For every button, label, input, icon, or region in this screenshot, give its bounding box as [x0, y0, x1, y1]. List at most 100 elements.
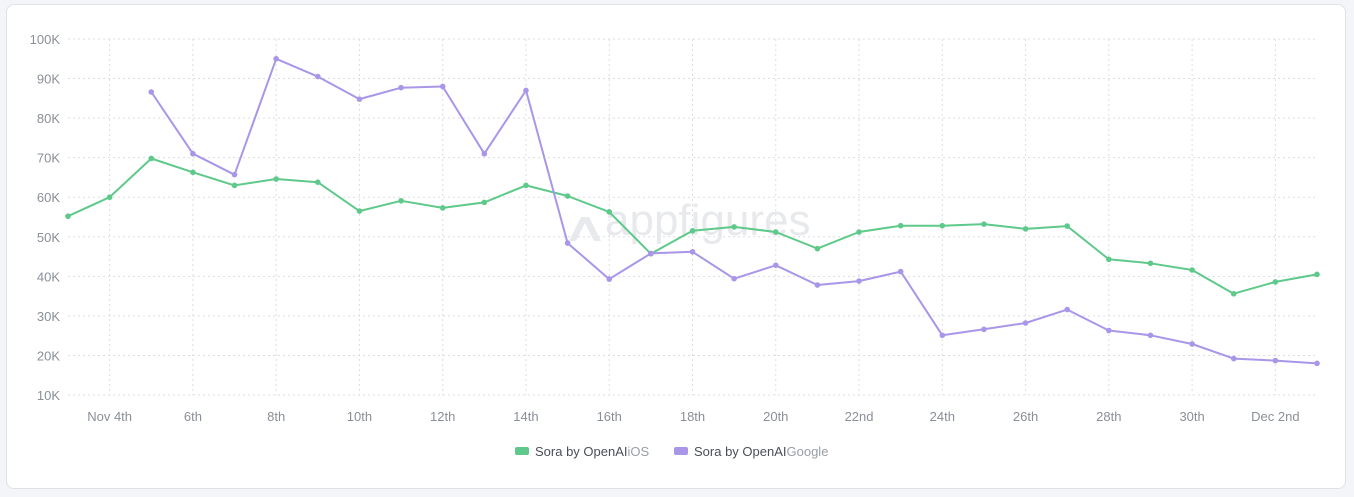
x-tick-label: 24th — [930, 409, 955, 424]
data-point-google — [273, 55, 279, 62]
data-point-ios — [273, 176, 279, 182]
y-tick-label: 100K — [30, 32, 61, 47]
y-tick-label: 90K — [37, 72, 60, 87]
legend-item-google[interactable]: Sora by OpenAIGoogle — [674, 444, 828, 459]
data-point-ios — [65, 213, 71, 220]
x-tick-label: 30th — [1179, 409, 1204, 424]
data-point-google — [1064, 306, 1070, 313]
data-point-google — [981, 326, 987, 333]
data-point-ios — [1022, 226, 1029, 232]
series-google — [148, 55, 1320, 367]
x-tick-label: 8th — [267, 409, 285, 424]
data-point-ios — [856, 229, 862, 235]
data-point-ios — [1230, 290, 1237, 297]
data-point-google — [1147, 332, 1154, 339]
data-point-google — [731, 275, 737, 282]
data-point-ios — [1189, 267, 1195, 273]
data-point-google — [689, 249, 696, 255]
data-point-google — [356, 96, 363, 102]
data-point-google — [1189, 341, 1195, 347]
x-tick-label: 22nd — [845, 409, 874, 424]
data-point-ios — [897, 222, 904, 229]
data-point-ios — [1147, 260, 1154, 267]
data-point-google — [439, 83, 446, 90]
data-point-google — [897, 268, 904, 275]
y-tick-label: 70K — [37, 151, 60, 166]
legend-swatch-ios — [515, 447, 529, 455]
data-point-ios — [939, 222, 946, 229]
legend-swatch-google — [674, 447, 688, 455]
series-ios — [65, 155, 1320, 297]
x-tick-label: Nov 4th — [87, 409, 132, 424]
legend-label-google: Sora by OpenAIGoogle — [694, 444, 828, 459]
data-point-google — [148, 89, 155, 95]
data-point-google — [564, 240, 571, 246]
data-point-ios — [981, 221, 987, 227]
legend-item-ios[interactable]: Sora by OpenAIiOS — [515, 444, 650, 459]
data-point-ios — [564, 193, 571, 199]
data-point-google — [1314, 360, 1320, 367]
data-point-ios — [190, 169, 196, 176]
y-tick-label: 30K — [37, 309, 60, 324]
data-point-google — [772, 262, 779, 269]
data-point-ios — [106, 194, 113, 201]
legend: Sora by OpenAIiOS Sora by OpenAIGoogle — [515, 444, 828, 459]
y-tick-label: 50K — [37, 230, 60, 245]
series-layer — [65, 55, 1320, 367]
data-point-google — [856, 278, 862, 284]
chart-card: appfigures 10K 20K 30K 40K 50K 60K 70K 80K 90K 10… — [6, 4, 1346, 489]
data-point-google — [481, 150, 488, 157]
x-tick-label: 14th — [513, 409, 538, 424]
data-point-google — [1106, 327, 1112, 334]
x-tick-label: 6th — [184, 409, 202, 424]
data-point-ios — [523, 182, 529, 189]
x-tick-label: 28th — [1096, 409, 1121, 424]
data-point-google — [1272, 357, 1279, 364]
data-point-google — [398, 84, 404, 91]
data-point-ios — [606, 209, 613, 215]
data-point-ios — [772, 229, 779, 235]
data-point-ios — [481, 199, 488, 206]
y-tick-label: 20K — [37, 348, 60, 363]
data-point-ios — [689, 228, 696, 234]
data-point-ios — [356, 208, 363, 214]
data-point-ios — [1106, 256, 1112, 263]
data-point-google — [231, 171, 238, 178]
data-point-ios — [1314, 271, 1320, 278]
data-point-google — [523, 87, 529, 94]
data-point-ios — [731, 224, 737, 230]
x-tick-label: 18th — [680, 409, 705, 424]
data-point-google — [814, 282, 821, 288]
data-point-ios — [398, 197, 404, 204]
data-point-google — [648, 250, 654, 257]
y-tick-label: 40K — [37, 269, 60, 284]
y-tick-label: 60K — [37, 190, 60, 205]
x-tick-label: 16th — [597, 409, 622, 424]
x-tick-label: 26th — [1013, 409, 1038, 424]
y-tick-label: 80K — [37, 111, 60, 126]
data-point-google — [606, 276, 613, 282]
data-point-ios — [148, 155, 155, 162]
data-point-google — [190, 150, 196, 157]
y-tick-label: 10K — [37, 388, 60, 403]
data-point-ios — [1272, 279, 1279, 285]
watermark-text: appfigures — [605, 196, 810, 245]
data-point-ios — [1064, 223, 1070, 229]
x-tick-label: Dec 2nd — [1251, 409, 1299, 424]
data-point-ios — [439, 205, 446, 211]
data-point-google — [939, 332, 946, 339]
x-tick-label: 12th — [430, 409, 455, 424]
line-chart: appfigures 10K20K30K40K50K60K70K80K90K10… — [30, 32, 1320, 459]
data-point-ios — [315, 179, 321, 185]
watermark: appfigures — [569, 196, 810, 245]
data-point-google — [315, 73, 321, 80]
x-axis-ticks: Nov 4th 6th 8th 10th 12th 14th 16th 18th 20th 22n… — [87, 409, 1299, 424]
data-point-google — [1230, 355, 1237, 362]
data-point-google — [1022, 320, 1029, 326]
grid — [68, 38, 1317, 396]
y-axis-ticks: 10K 20K 30K 40K 50K 60K 70K 80K 90K 100K — [30, 32, 61, 403]
watermark-logo-icon — [569, 217, 601, 241]
data-point-ios — [814, 245, 821, 252]
x-tick-label: 10th — [347, 409, 372, 424]
x-tick-label: 20th — [763, 409, 788, 424]
